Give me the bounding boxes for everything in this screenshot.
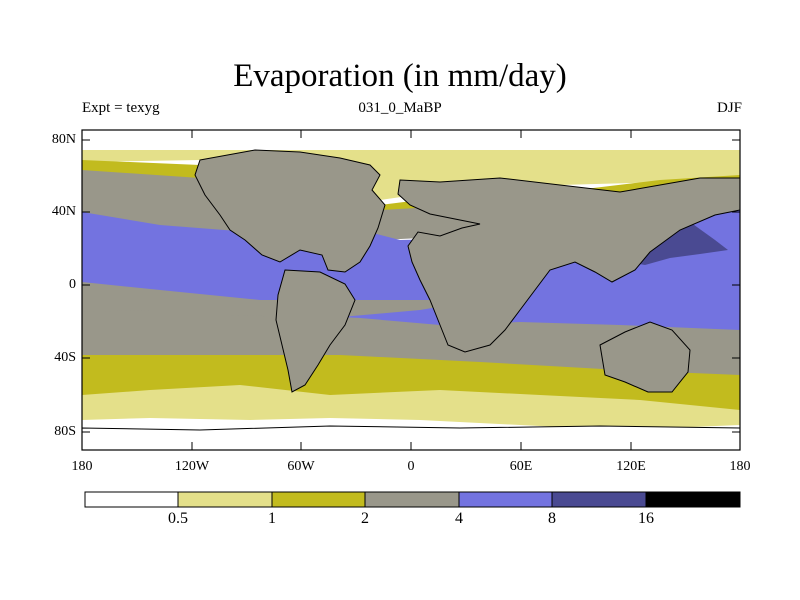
lon-label-60w: 60W <box>287 459 315 474</box>
lat-ticks <box>82 139 740 433</box>
colorbar-level-1: 1 <box>268 510 276 527</box>
continents <box>82 149 740 450</box>
experiment-label: Expt = texyg <box>82 100 160 116</box>
colorbar-bin-1 <box>84 491 179 508</box>
colorbar <box>84 491 741 508</box>
lat-label-40s: 40S <box>54 350 76 365</box>
landmass-south-america <box>275 269 356 393</box>
colorbar-bin-5 <box>458 491 553 508</box>
landmass-north-america <box>194 149 386 273</box>
lon-ticks <box>81 130 741 450</box>
lon-label-60e: 60E <box>509 459 533 474</box>
lon-label-180e: 180 <box>729 459 751 474</box>
map-title: Evaporation (in mm/day) <box>233 58 567 94</box>
lat-label-40n: 40N <box>51 204 76 219</box>
colorbar-level-16: 16 <box>638 510 654 527</box>
lat-label-80n: 80N <box>51 132 76 147</box>
landmass-australia <box>599 321 691 393</box>
colorbar-level-4: 4 <box>455 510 463 527</box>
lon-label-180w: 180 <box>71 459 93 474</box>
period-label: 031_0_MaBP <box>358 100 442 116</box>
lon-label-0: 0 <box>407 459 415 474</box>
colorbar-bin-6 <box>551 491 647 508</box>
colorbar-bin-2 <box>177 491 273 508</box>
colorbar-bin-3 <box>271 491 366 508</box>
lat-label-0: 0 <box>69 277 76 292</box>
season-label: DJF <box>716 100 742 116</box>
band-olive-south <box>82 345 740 410</box>
colorbar-bin-4 <box>364 491 460 508</box>
lat-label-80s: 80S <box>54 424 76 439</box>
lon-label-120w: 120W <box>174 459 210 474</box>
lon-label-120e: 120E <box>616 459 646 474</box>
landmass-eurasia-africa <box>397 177 740 353</box>
colorbar-level-0-5: 0.5 <box>168 510 188 527</box>
colorbar-level-8: 8 <box>548 510 556 527</box>
colorbar-level-2: 2 <box>361 510 369 527</box>
colorbar-bin-7 <box>645 491 741 508</box>
landmass-antarctica <box>82 425 740 450</box>
evaporation-field <box>82 130 740 450</box>
